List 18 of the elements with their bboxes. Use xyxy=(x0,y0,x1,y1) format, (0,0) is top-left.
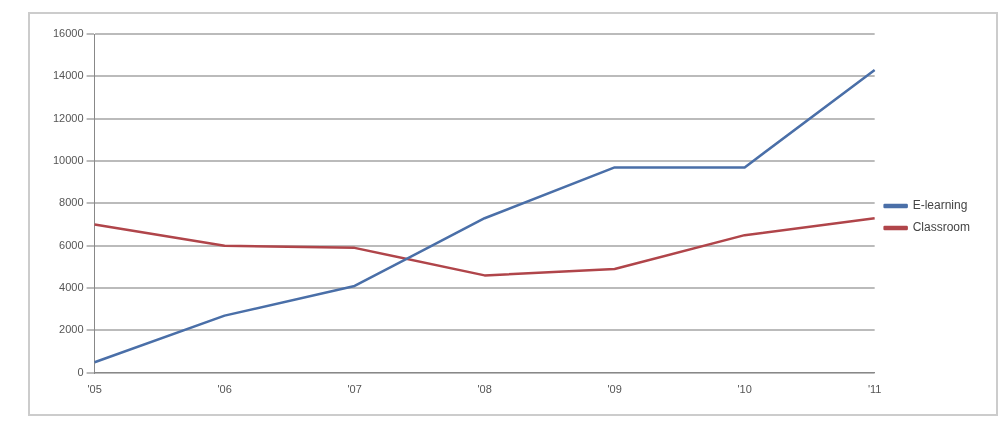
legend-label: E-learning xyxy=(912,198,968,213)
x-tick-label: '07 xyxy=(347,383,362,396)
x-tick-label: '08 xyxy=(477,383,492,396)
y-tick-label: 4000 xyxy=(59,281,84,294)
x-tick-label: '11 xyxy=(867,383,882,396)
y-tick-label: 16000 xyxy=(52,27,84,40)
x-tick-label: '09 xyxy=(607,383,622,396)
y-tick-label: 14000 xyxy=(52,69,84,82)
x-tick-label: '06 xyxy=(217,383,232,396)
y-tick-label: 10000 xyxy=(52,154,84,167)
y-tick-label: 8000 xyxy=(59,196,84,209)
x-tick-label: '10 xyxy=(737,383,752,396)
y-tick-label: 12000 xyxy=(52,111,84,124)
x-tick-label: '05 xyxy=(87,383,102,396)
y-tick-label: 6000 xyxy=(59,238,84,251)
y-tick-label: 0 xyxy=(77,365,84,378)
y-tick-label: 2000 xyxy=(59,323,84,336)
legend-label: Classroom xyxy=(912,220,971,235)
